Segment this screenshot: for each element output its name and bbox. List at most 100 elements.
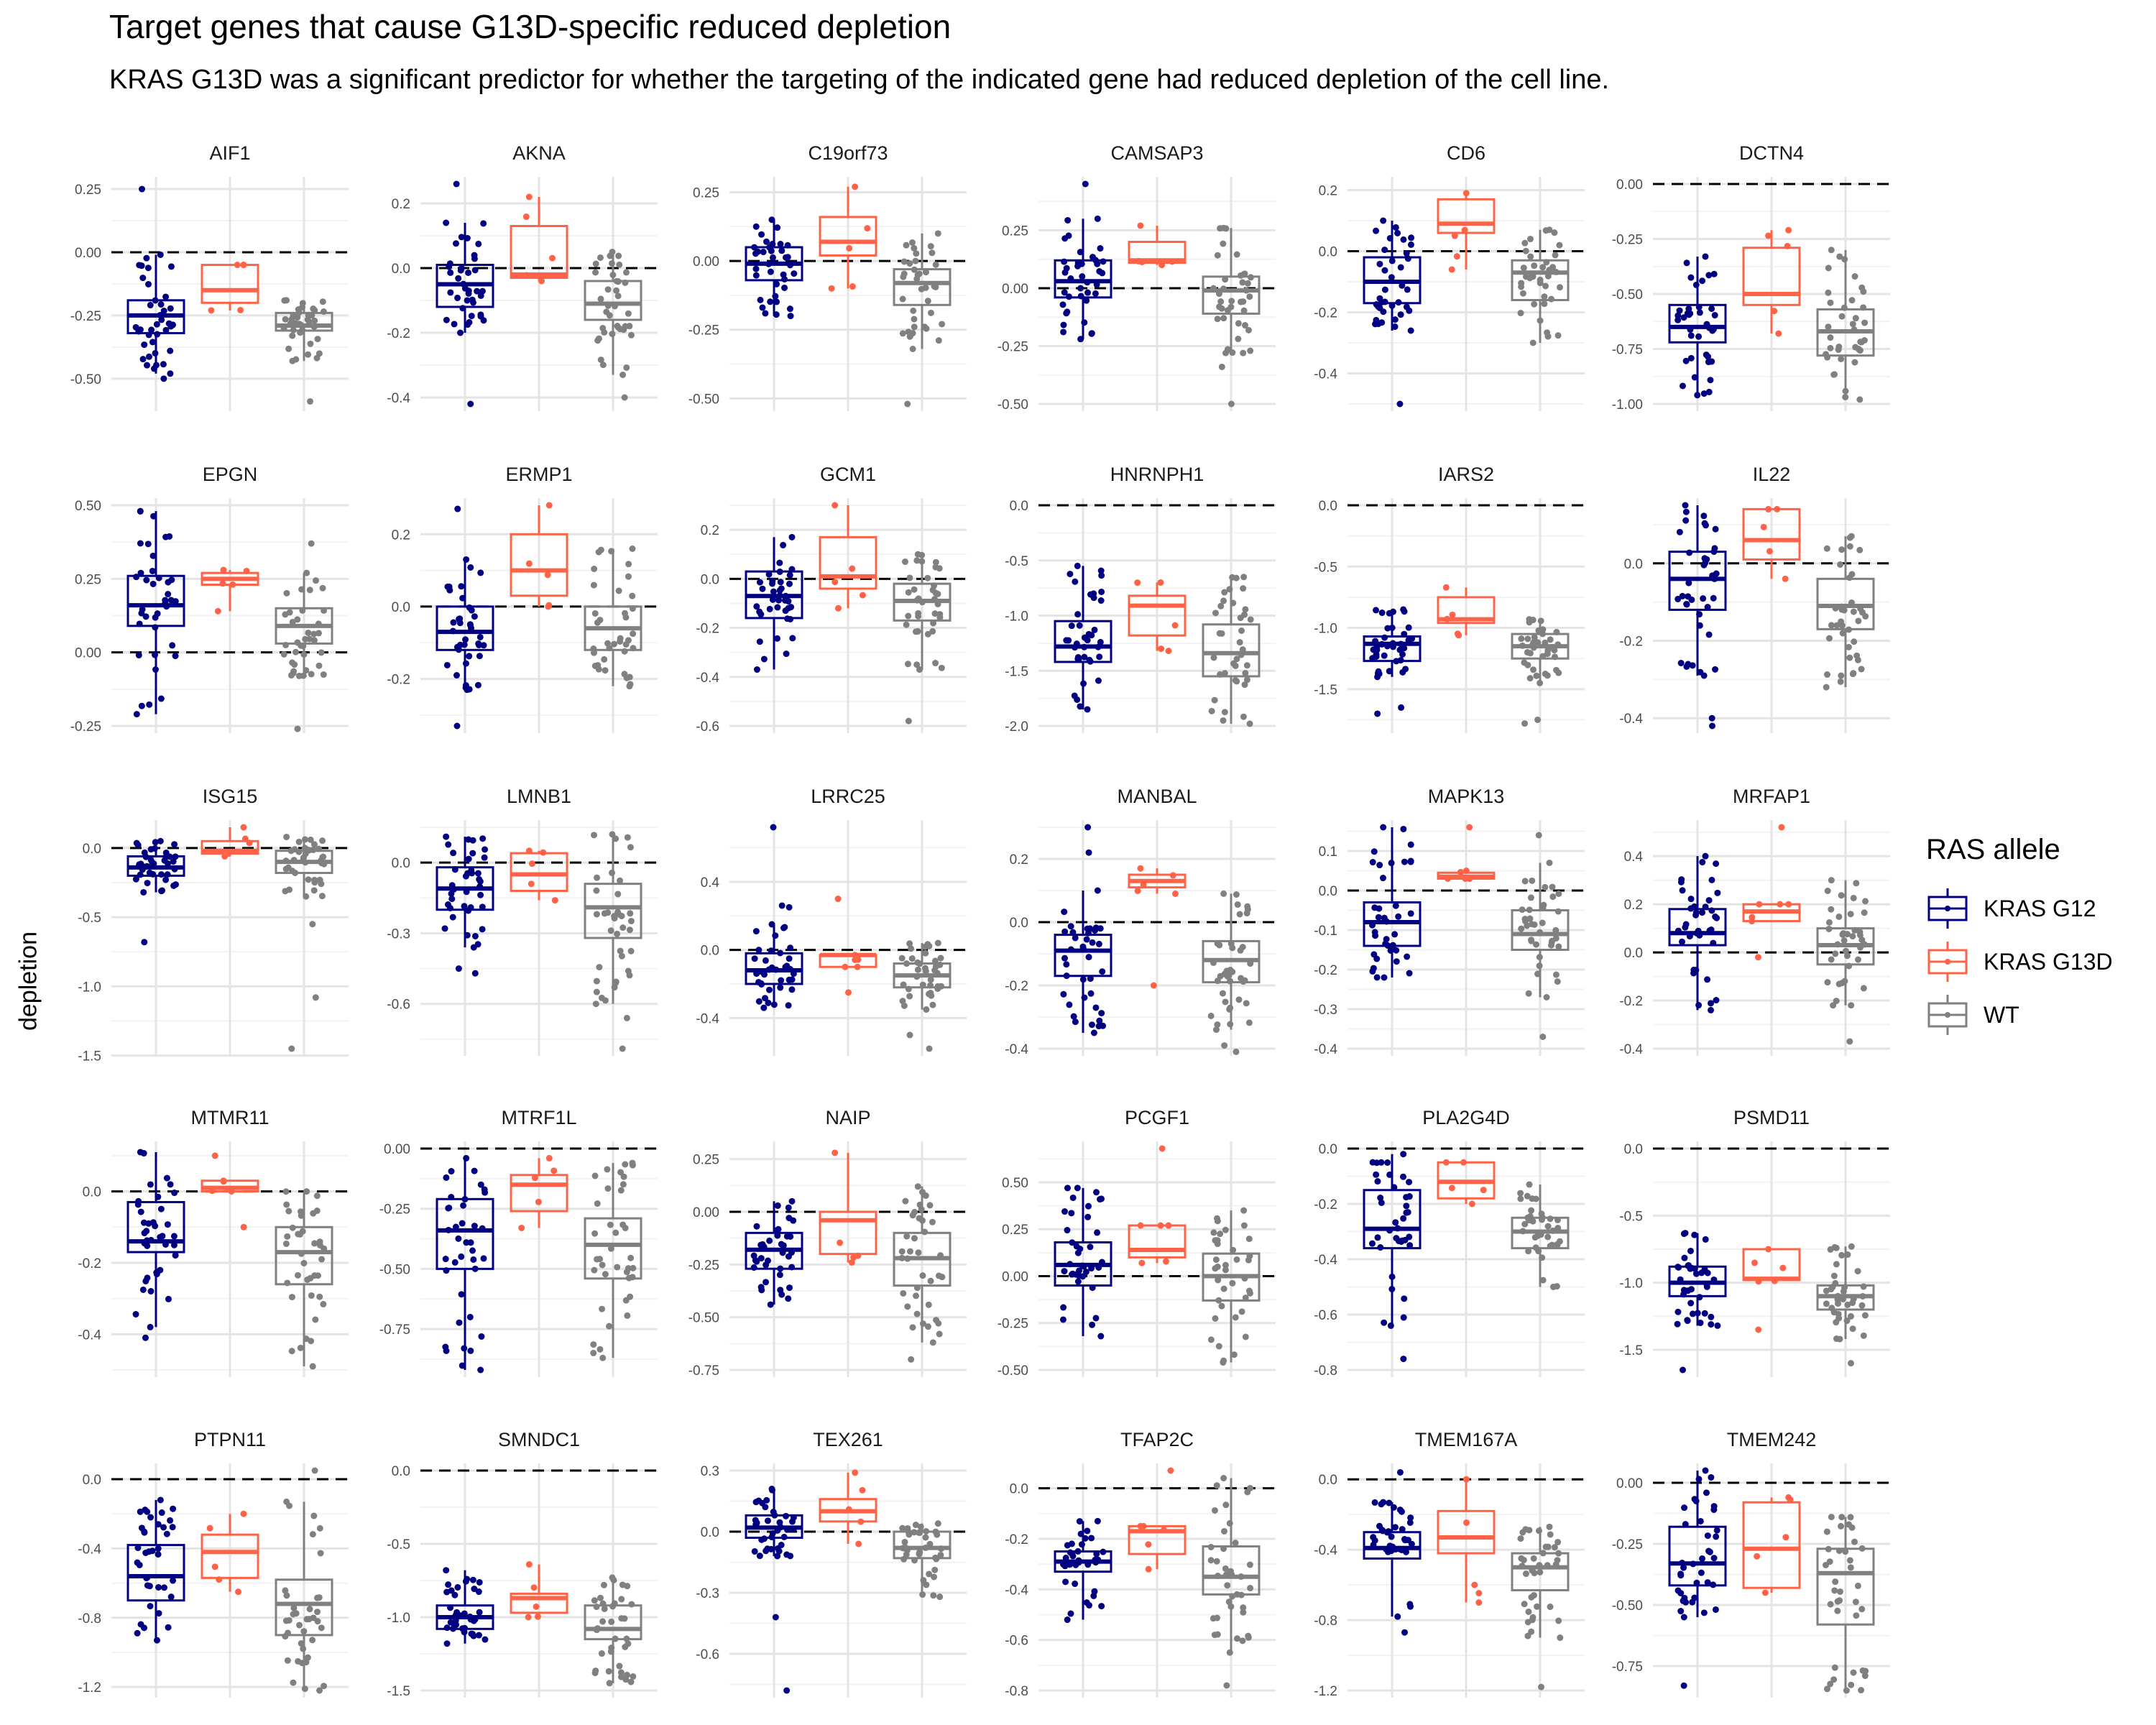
data-point bbox=[845, 1506, 852, 1513]
data-point bbox=[1075, 1272, 1082, 1279]
data-point bbox=[443, 219, 450, 226]
data-point bbox=[898, 1254, 906, 1261]
data-point bbox=[1861, 1312, 1869, 1319]
data-point bbox=[1220, 1357, 1227, 1364]
data-point bbox=[1075, 1557, 1082, 1564]
data-point bbox=[299, 607, 306, 614]
data-point bbox=[299, 1228, 306, 1235]
data-point bbox=[1843, 952, 1851, 960]
data-point bbox=[1830, 371, 1838, 378]
data-point bbox=[1386, 1542, 1393, 1550]
data-point bbox=[467, 564, 474, 571]
data-point bbox=[831, 502, 839, 509]
data-point bbox=[1077, 1246, 1084, 1253]
data-point bbox=[1827, 1601, 1834, 1608]
data-point bbox=[1171, 890, 1179, 897]
data-point bbox=[1220, 890, 1227, 897]
data-point bbox=[1833, 1319, 1840, 1326]
data-point bbox=[1098, 1010, 1105, 1017]
data-point bbox=[1462, 868, 1470, 874]
data-point bbox=[463, 1239, 470, 1246]
data-point bbox=[1375, 303, 1382, 310]
data-point bbox=[927, 976, 934, 983]
y-tick-label: -0.6 bbox=[696, 1647, 719, 1662]
data-point bbox=[1089, 1284, 1096, 1292]
data-point bbox=[1247, 616, 1254, 623]
data-point bbox=[1543, 259, 1550, 266]
data-point bbox=[1388, 257, 1396, 264]
data-point bbox=[923, 1006, 930, 1013]
data-point bbox=[318, 1256, 326, 1263]
data-point bbox=[927, 309, 934, 316]
legend-label-wt: WT bbox=[1984, 1001, 2019, 1028]
box-kras-g13d bbox=[201, 566, 259, 615]
data-point bbox=[904, 1255, 911, 1262]
data-point bbox=[1095, 643, 1102, 650]
data-point bbox=[315, 630, 322, 637]
box-kras-g13d bbox=[510, 1561, 568, 1621]
y-tick-label: 0.00 bbox=[75, 246, 101, 261]
data-point bbox=[1543, 994, 1550, 1000]
data-point bbox=[912, 257, 919, 264]
data-point bbox=[932, 564, 939, 571]
data-point bbox=[1237, 947, 1244, 954]
data-point bbox=[594, 1256, 601, 1263]
data-point bbox=[1680, 1291, 1687, 1298]
data-point bbox=[157, 1205, 165, 1213]
data-point bbox=[1684, 310, 1691, 317]
data-point bbox=[160, 1524, 167, 1531]
y-tick-label: -0.3 bbox=[387, 926, 410, 942]
data-point bbox=[900, 258, 908, 265]
iqr-box bbox=[1128, 241, 1187, 264]
box-kras-g12 bbox=[745, 1486, 803, 1694]
iqr-box bbox=[893, 268, 952, 306]
data-point bbox=[1060, 328, 1067, 336]
data-point bbox=[445, 841, 452, 848]
data-point bbox=[150, 860, 157, 868]
data-point bbox=[290, 1604, 298, 1611]
data-point bbox=[790, 1514, 797, 1521]
data-point bbox=[1230, 1351, 1238, 1358]
data-point bbox=[1859, 1667, 1866, 1674]
data-point bbox=[831, 1149, 839, 1156]
data-point bbox=[937, 954, 944, 962]
y-tick-label: -1.5 bbox=[387, 1684, 410, 1699]
data-point bbox=[599, 1618, 607, 1625]
data-point bbox=[155, 1521, 162, 1528]
data-point bbox=[757, 980, 765, 987]
y-tick-label: 0.25 bbox=[75, 183, 101, 198]
data-point bbox=[1833, 1261, 1840, 1268]
outlier-point bbox=[770, 824, 777, 831]
data-point bbox=[1061, 269, 1069, 276]
data-point bbox=[906, 940, 913, 947]
data-point bbox=[1235, 336, 1242, 343]
data-point bbox=[1064, 1227, 1071, 1234]
data-point bbox=[776, 1519, 783, 1526]
data-point bbox=[1236, 911, 1243, 918]
facet-title-tex261: TEX261 bbox=[813, 1429, 883, 1450]
data-point bbox=[1243, 676, 1250, 684]
data-point bbox=[449, 1625, 456, 1632]
data-point bbox=[1544, 1543, 1552, 1550]
data-point bbox=[924, 574, 931, 581]
data-point bbox=[1544, 650, 1551, 658]
data-point bbox=[842, 963, 849, 970]
data-point bbox=[1539, 1276, 1547, 1284]
data-point bbox=[765, 260, 773, 267]
data-point bbox=[1691, 1594, 1698, 1601]
data-point bbox=[318, 880, 325, 888]
data-point bbox=[623, 1269, 630, 1276]
data-point bbox=[152, 839, 159, 846]
data-point bbox=[287, 320, 294, 327]
box-kras-g13d bbox=[1437, 1159, 1496, 1208]
data-point bbox=[1060, 321, 1067, 328]
data-point bbox=[911, 316, 918, 323]
y-tick-label: -0.2 bbox=[696, 622, 719, 637]
data-point bbox=[1396, 646, 1404, 653]
data-point bbox=[1851, 1538, 1858, 1545]
data-point bbox=[599, 1305, 606, 1312]
data-point bbox=[1442, 584, 1450, 591]
data-point bbox=[169, 1524, 176, 1531]
data-point bbox=[1710, 1503, 1718, 1510]
data-point bbox=[1376, 260, 1383, 267]
